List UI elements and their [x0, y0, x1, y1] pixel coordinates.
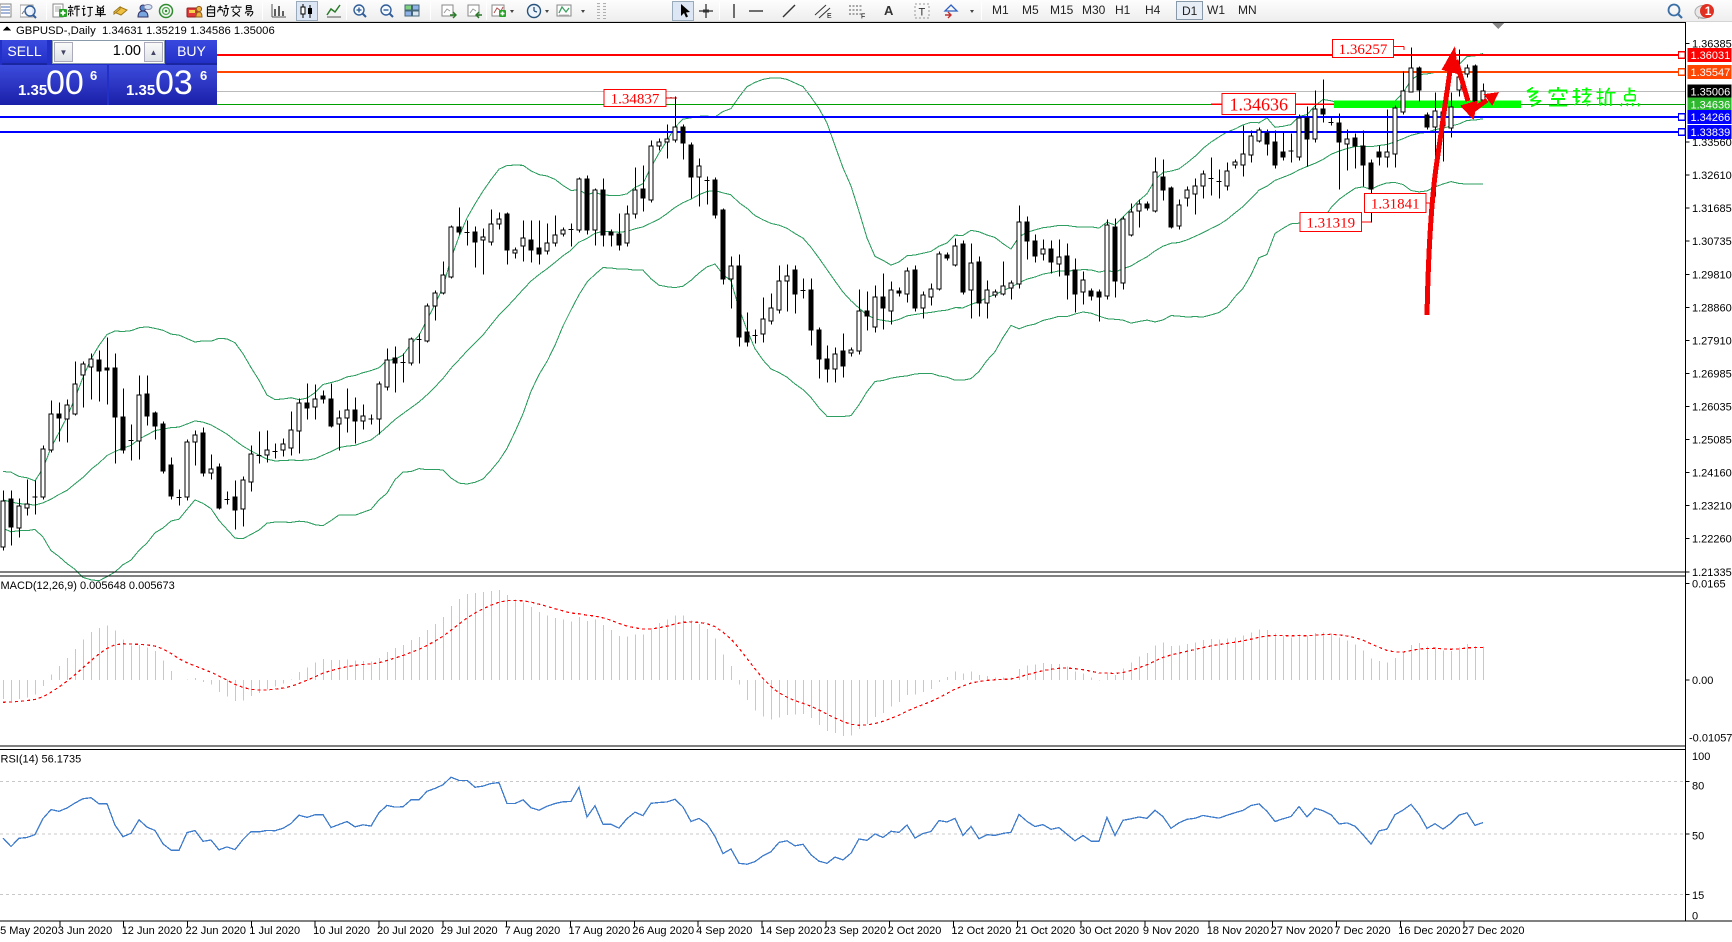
svg-text:1.34636: 1.34636 [1691, 99, 1731, 111]
svg-text:15: 15 [1692, 890, 1704, 902]
svg-text:-0.010571: -0.010571 [1689, 733, 1732, 745]
svg-text:1.27910: 1.27910 [1692, 335, 1732, 347]
svg-text:80: 80 [1692, 781, 1704, 793]
svg-text:7 Dec 2020: 7 Dec 2020 [1334, 925, 1390, 937]
svg-text:1.33839: 1.33839 [1691, 127, 1731, 139]
svg-text:1.36031: 1.36031 [1691, 50, 1731, 62]
svg-text:30 Oct 2020: 30 Oct 2020 [1079, 925, 1139, 937]
svg-text:0.00: 0.00 [1692, 675, 1713, 687]
svg-text:1.28860: 1.28860 [1692, 302, 1732, 314]
svg-text:12 Jun 2020: 12 Jun 2020 [122, 925, 183, 937]
svg-text:18 Nov 2020: 18 Nov 2020 [1207, 925, 1269, 937]
svg-text:1.34837: 1.34837 [611, 91, 660, 107]
svg-text:1.22260: 1.22260 [1692, 534, 1732, 546]
svg-text:0: 0 [1692, 911, 1698, 923]
svg-text:E: E [827, 13, 832, 19]
svg-text:1.30735: 1.30735 [1692, 236, 1732, 248]
svg-text:22 Jun 2020: 22 Jun 2020 [186, 925, 247, 937]
svg-text:1.26035: 1.26035 [1692, 402, 1732, 414]
svg-text:1.34636: 1.34636 [1230, 95, 1289, 115]
svg-text:2 Oct 2020: 2 Oct 2020 [888, 925, 942, 937]
svg-text:26 Aug 2020: 26 Aug 2020 [632, 925, 694, 937]
svg-text:1.23210: 1.23210 [1692, 501, 1732, 513]
svg-text:10 Jul 2020: 10 Jul 2020 [313, 925, 370, 937]
svg-text:29 Jul 2020: 29 Jul 2020 [441, 925, 498, 937]
svg-text:1.31841: 1.31841 [1371, 196, 1420, 212]
svg-text:50: 50 [1692, 831, 1704, 843]
svg-text:1 Jul 2020: 1 Jul 2020 [249, 925, 300, 937]
svg-text:1.31685: 1.31685 [1692, 203, 1732, 215]
svg-text:25 May 2020: 25 May 2020 [0, 925, 58, 937]
svg-text:4 Sep 2020: 4 Sep 2020 [696, 925, 752, 937]
svg-text:1.24160: 1.24160 [1692, 468, 1732, 480]
svg-text:1.31319: 1.31319 [1306, 215, 1355, 231]
svg-text:27 Nov 2020: 27 Nov 2020 [1271, 925, 1333, 937]
svg-text:1.29810: 1.29810 [1692, 269, 1732, 281]
svg-text:3 Jun 2020: 3 Jun 2020 [58, 925, 112, 937]
svg-text:1.34266: 1.34266 [1691, 112, 1731, 124]
svg-text:MACD(12,26,9) 0.005648 0.00567: MACD(12,26,9) 0.005648 0.005673 [1, 580, 175, 592]
svg-text:1.35547: 1.35547 [1691, 67, 1731, 79]
svg-text:12 Oct 2020: 12 Oct 2020 [951, 925, 1011, 937]
svg-text:100: 100 [1692, 751, 1710, 763]
svg-text:0.0165: 0.0165 [1692, 579, 1726, 591]
svg-text:16 Dec 2020: 16 Dec 2020 [1398, 925, 1460, 937]
svg-text:20 Jul 2020: 20 Jul 2020 [377, 925, 434, 937]
svg-text:7 Aug 2020: 7 Aug 2020 [505, 925, 561, 937]
svg-text:1.25085: 1.25085 [1692, 435, 1732, 447]
svg-text:17 Aug 2020: 17 Aug 2020 [569, 925, 631, 937]
svg-text:23 Sep 2020: 23 Sep 2020 [824, 925, 886, 937]
svg-text:14 Sep 2020: 14 Sep 2020 [760, 925, 822, 937]
svg-text:GBPUSD-,Daily 1.34631 1.35219: GBPUSD-,Daily 1.34631 1.35219 1.34586 1.… [16, 25, 275, 37]
svg-text:1.26985: 1.26985 [1692, 368, 1732, 380]
svg-text:F: F [861, 14, 865, 20]
svg-text:RSI(14) 56.1735: RSI(14) 56.1735 [1, 754, 82, 766]
svg-text:T: T [919, 7, 926, 19]
svg-text:21 Oct 2020: 21 Oct 2020 [1015, 925, 1075, 937]
svg-text:1.36257: 1.36257 [1339, 42, 1388, 58]
svg-text:1: 1 [1705, 4, 1712, 18]
svg-text:27 Dec 2020: 27 Dec 2020 [1462, 925, 1524, 937]
svg-text:9 Nov 2020: 9 Nov 2020 [1143, 925, 1199, 937]
svg-text:1.35006: 1.35006 [1691, 87, 1731, 99]
svg-text:1.21335: 1.21335 [1692, 567, 1732, 579]
svg-text:1.32610: 1.32610 [1692, 170, 1732, 182]
